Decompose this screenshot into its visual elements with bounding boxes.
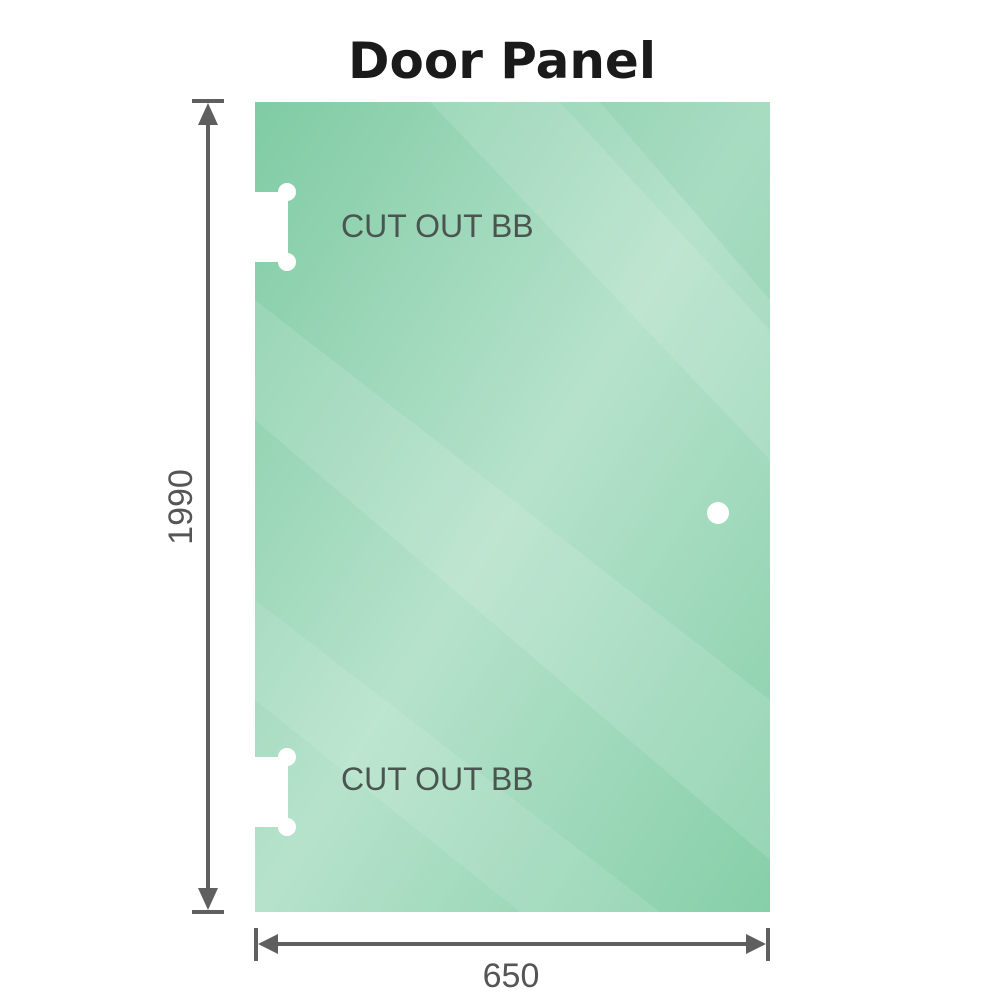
cutout-bottom bbox=[250, 748, 296, 836]
diagram-title: Door Panel bbox=[348, 32, 656, 90]
height-dimension-label: 1990 bbox=[162, 469, 200, 545]
glass-panel bbox=[255, 102, 770, 912]
handle-hole bbox=[707, 502, 729, 524]
cutout-top bbox=[250, 183, 296, 271]
cutout-label-bottom: CUT OUT BB bbox=[341, 761, 534, 797]
width-dimension-label: 650 bbox=[483, 957, 540, 995]
width-dimension-line bbox=[254, 928, 770, 961]
height-dimension-line bbox=[192, 99, 224, 914]
cutout-label-top: CUT OUT BB bbox=[341, 208, 534, 244]
